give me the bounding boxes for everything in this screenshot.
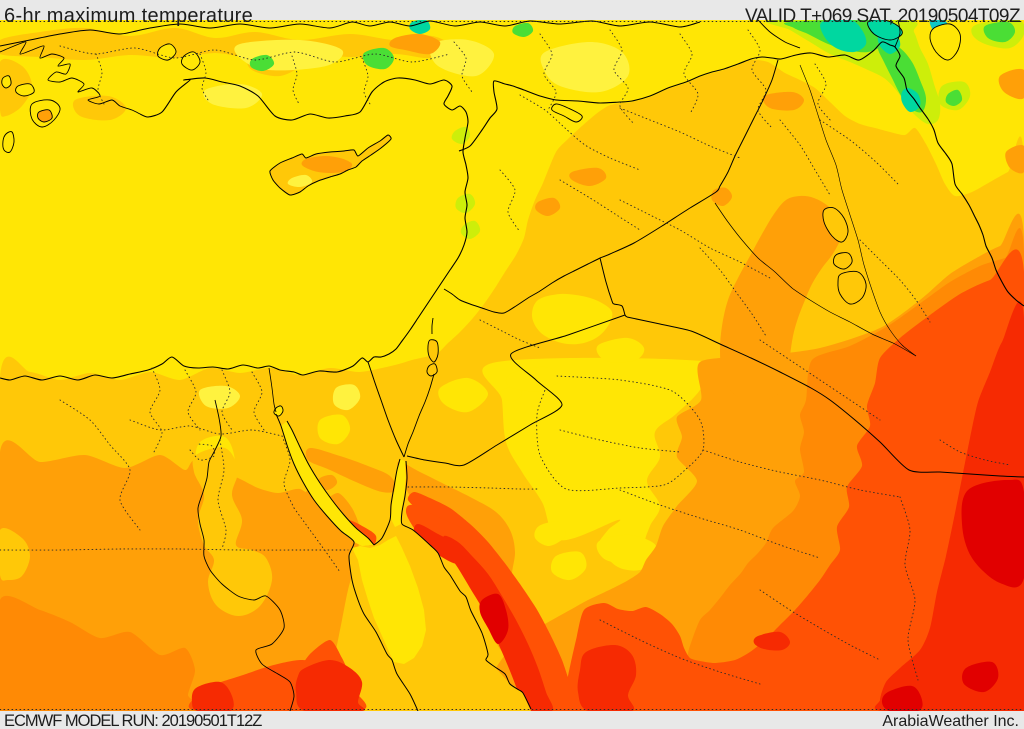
svg-text:VALID T+069 SAT, 20190504T09Z: VALID T+069 SAT, 20190504T09Z — [745, 6, 1021, 27]
svg-text:ECMWF MODEL RUN: 20190501T12Z: ECMWF MODEL RUN: 20190501T12Z — [4, 712, 262, 729]
svg-text:6-hr maximum temperature: 6-hr maximum temperature — [4, 5, 253, 27]
svg-text:ArabiaWeather Inc.: ArabiaWeather Inc. — [882, 713, 1019, 729]
